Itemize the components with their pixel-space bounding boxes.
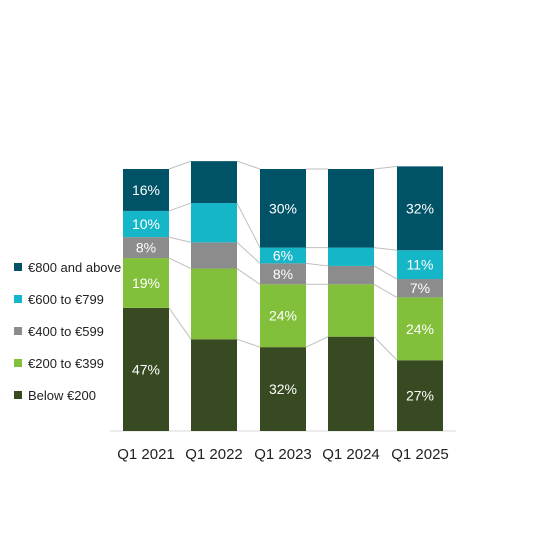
bar-segment bbox=[260, 284, 306, 348]
data-label: 7% bbox=[410, 280, 430, 296]
data-label: 24% bbox=[269, 308, 297, 324]
data-label: 8% bbox=[136, 240, 156, 256]
x-tick-label: Q1 2024 bbox=[322, 446, 380, 463]
connector-line bbox=[373, 247, 398, 251]
x-tick-label: Q1 2025 bbox=[391, 446, 449, 463]
data-label: 11% bbox=[407, 257, 434, 273]
legend-item: €800 and above bbox=[14, 258, 144, 276]
bar-segment bbox=[328, 247, 374, 266]
connector-line bbox=[305, 336, 329, 348]
bar-segment bbox=[397, 166, 443, 251]
connector-line bbox=[236, 268, 261, 285]
connector-line bbox=[236, 338, 261, 348]
bar-segment bbox=[397, 250, 443, 280]
bar-segment bbox=[191, 203, 237, 243]
legend-swatch bbox=[14, 391, 22, 399]
bar-segment bbox=[123, 237, 169, 259]
connector-line bbox=[168, 202, 192, 212]
bar-segment bbox=[260, 169, 306, 248]
bar-segment bbox=[328, 169, 374, 248]
bar-segment bbox=[397, 360, 443, 431]
data-label: 8% bbox=[273, 266, 293, 282]
legend-item: €200 to €399 bbox=[14, 354, 144, 372]
bar-segment bbox=[191, 161, 237, 204]
data-label: 10% bbox=[132, 216, 160, 232]
data-label: 16% bbox=[132, 182, 160, 198]
bar-stack bbox=[191, 161, 237, 431]
bar-segment bbox=[123, 169, 169, 211]
legend-swatch bbox=[14, 295, 22, 303]
legend-swatch bbox=[14, 359, 22, 367]
connector-line bbox=[373, 165, 398, 170]
connector-line bbox=[168, 257, 192, 270]
connector-line bbox=[236, 202, 261, 248]
bar-stack: 27% 24% 7% 11% 32% bbox=[397, 166, 443, 431]
legend-label: €800 and above bbox=[28, 259, 122, 275]
connector-line bbox=[168, 307, 192, 340]
bar-segment bbox=[328, 284, 374, 337]
legend-swatch bbox=[14, 327, 22, 335]
chart-legend: €800 and above €600 to €799 €400 to €599 €2… bbox=[14, 258, 144, 418]
x-tick-label: Q1 2022 bbox=[185, 446, 243, 463]
bar-stack: 32% 24% 8% 6% 30% bbox=[260, 169, 306, 431]
legend-swatch bbox=[14, 263, 22, 271]
connector-line bbox=[373, 265, 398, 280]
connector-line bbox=[168, 236, 192, 243]
connector-line bbox=[236, 241, 261, 264]
data-label: 24% bbox=[406, 321, 434, 337]
connector-line bbox=[236, 160, 261, 170]
connector-line bbox=[168, 160, 192, 170]
connector-line bbox=[305, 262, 329, 267]
legend-item: €400 to €599 bbox=[14, 322, 144, 340]
bar-segment bbox=[328, 265, 374, 285]
connector-line bbox=[373, 283, 398, 298]
legend-label: €200 to €399 bbox=[28, 355, 104, 371]
bar-segment bbox=[123, 258, 169, 308]
bar-segment bbox=[397, 279, 443, 298]
bar-stack bbox=[328, 169, 374, 431]
connector-lines bbox=[168, 160, 398, 361]
bar-segment bbox=[191, 268, 237, 340]
data-label: 6% bbox=[273, 247, 293, 263]
legend-label: Below €200 bbox=[28, 387, 96, 403]
data-label: 47% bbox=[132, 361, 160, 377]
bar-segment bbox=[397, 297, 443, 361]
data-label: 19% bbox=[132, 275, 160, 291]
legend-label: €400 to €599 bbox=[28, 323, 104, 339]
bar-segment bbox=[328, 336, 374, 431]
bar-stack: 47% 19% 8% 10% 16% bbox=[123, 169, 169, 431]
bar-segment bbox=[260, 347, 306, 431]
data-label: 32% bbox=[406, 200, 434, 216]
legend-item: Below €200 bbox=[14, 386, 144, 404]
legend-label: €600 to €799 bbox=[28, 291, 104, 307]
data-label: 27% bbox=[406, 388, 434, 404]
connector-line bbox=[373, 336, 398, 361]
x-tick-label: Q1 2021 bbox=[117, 446, 175, 463]
legend-item: €600 to €799 bbox=[14, 290, 144, 308]
data-label: 30% bbox=[269, 200, 297, 216]
bar-segment bbox=[260, 247, 306, 264]
bar-segment bbox=[123, 307, 169, 431]
bar-segment bbox=[191, 339, 237, 431]
bar-segment bbox=[191, 242, 237, 269]
x-tick-label: Q1 2023 bbox=[254, 446, 312, 463]
data-label: 32% bbox=[269, 381, 297, 397]
bar-segment bbox=[260, 263, 306, 285]
bar-segment bbox=[123, 210, 169, 238]
